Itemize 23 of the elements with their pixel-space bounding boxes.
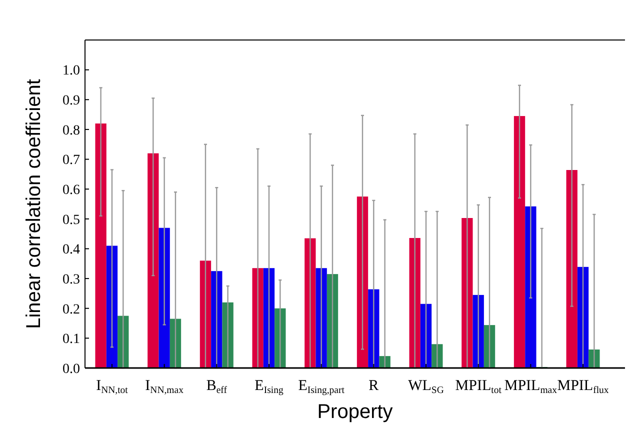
x-tick-label: E$_{Ising,part}$ bbox=[298, 378, 345, 396]
x-tick-label: MPIL$_{max}$ bbox=[504, 378, 558, 396]
y-tick-label: 0.4 bbox=[62, 242, 80, 258]
y-tick-label: 0.2 bbox=[62, 302, 80, 318]
y-tick-label: 0.3 bbox=[62, 272, 80, 288]
x-tick-label: R bbox=[368, 378, 379, 394]
x-tick-label: B$_{eff}$ bbox=[206, 378, 228, 396]
x-tick-label: MPIL$_{tot}$ bbox=[455, 378, 502, 396]
y-tick-label: 0.6 bbox=[62, 182, 80, 198]
x-axis-title: Property bbox=[317, 401, 393, 423]
y-tick-label: 0.7 bbox=[62, 153, 80, 168]
x-tick-label: WL$_{SG}$ bbox=[408, 378, 444, 396]
y-tick-label: 0.1 bbox=[62, 332, 80, 348]
y-tick-label: 0.0 bbox=[62, 362, 80, 377]
y-tick-label: 1.0 bbox=[62, 64, 80, 79]
x-tick-label: E$_{Ising}$ bbox=[254, 378, 284, 396]
x-tick-label: I$_{NN,max}$ bbox=[145, 378, 184, 396]
x-tick-label: I$_{NN,tot}$ bbox=[96, 378, 128, 396]
x-tick-label: MPIL$_{flux}$ bbox=[557, 378, 609, 396]
y-tick-label: 0.8 bbox=[62, 123, 80, 138]
y-tick-label: 0.9 bbox=[62, 94, 80, 109]
y-tick-label: 0.5 bbox=[62, 212, 80, 228]
y-axis-title: Linear correlation coefficient bbox=[23, 78, 45, 329]
